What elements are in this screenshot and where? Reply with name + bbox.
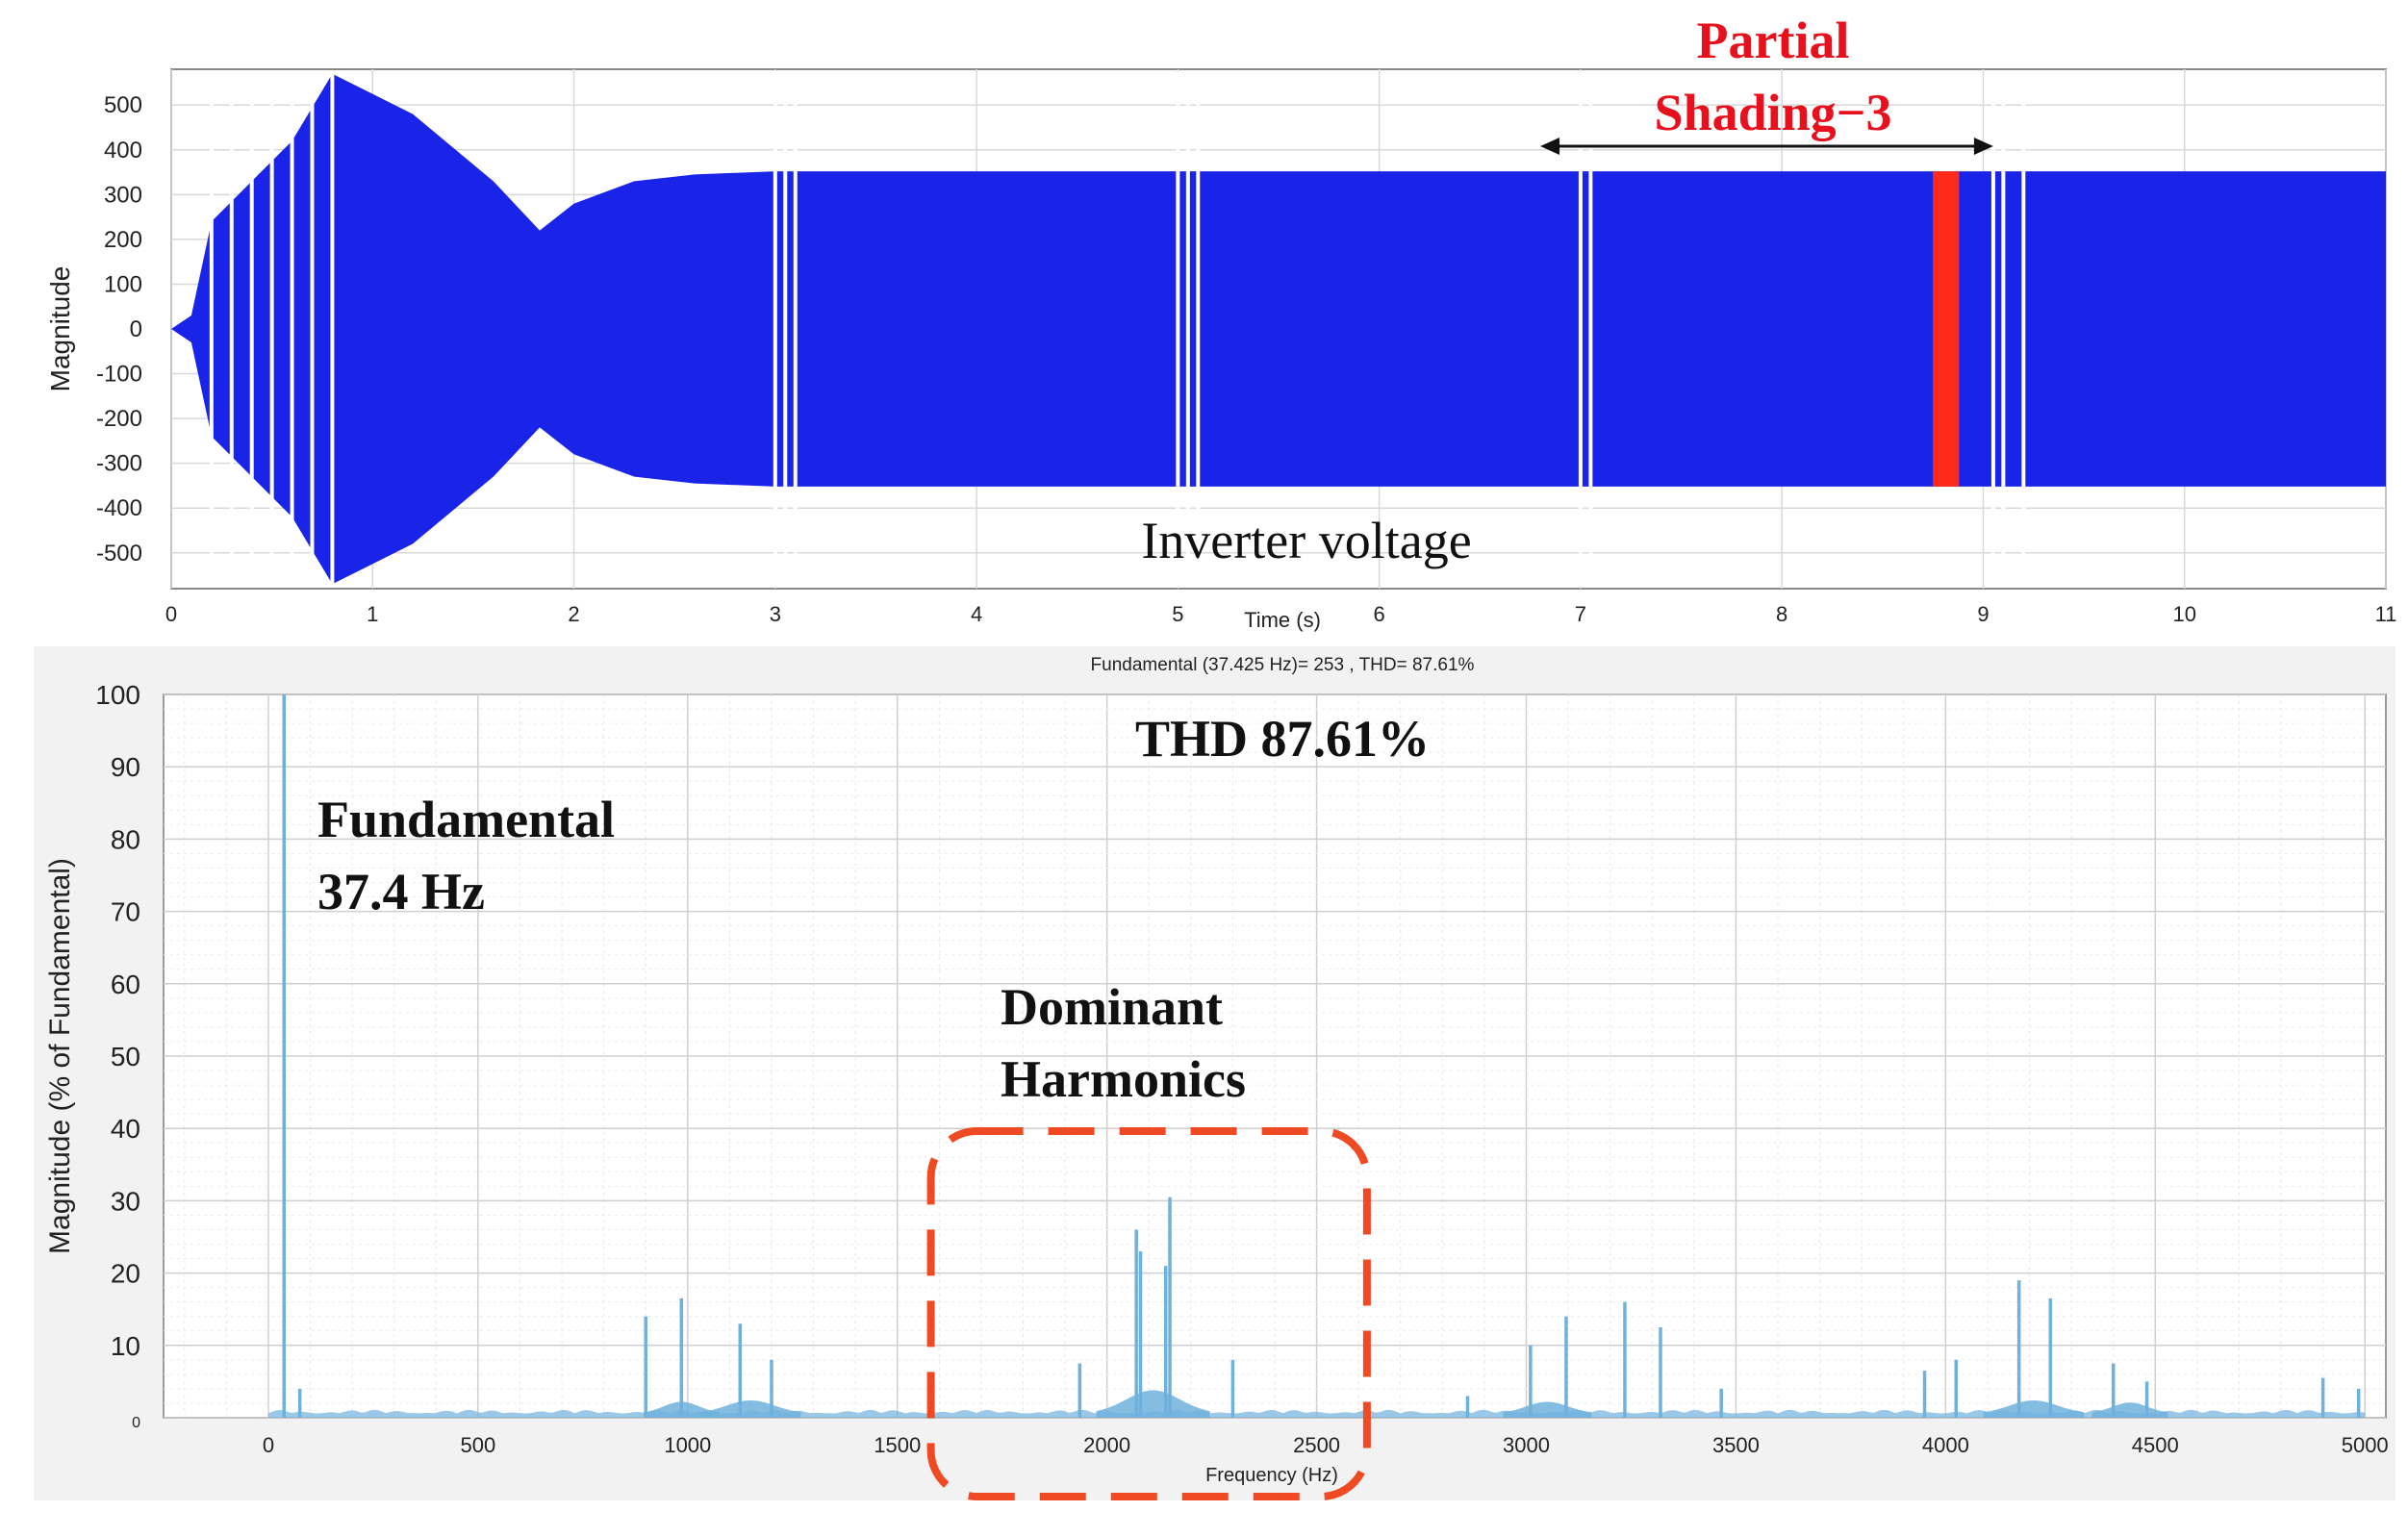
voltage-x-tick-label: 5 [1172, 602, 1183, 626]
spectrum-x-tick-label: 4500 [2132, 1433, 2179, 1457]
spectrum-chart: Fundamental (37.425 Hz)= 253 , THD= 87.6… [34, 646, 2395, 1500]
voltage-x-tick-label: 8 [1776, 602, 1787, 626]
voltage-x-tick-label: 4 [971, 602, 982, 626]
voltage-y-ticks: 500 400 300 200 100 0 -100 -200 -300 -400 -500 [96, 92, 142, 567]
voltage-y-tick-label: 300 [104, 182, 142, 208]
spectrum-grid [164, 693, 2386, 1419]
voltage-y-tick-label: 400 [104, 138, 142, 164]
shading-band-rect [1933, 171, 1960, 487]
voltage-y-axis-label: Magnitude [45, 266, 75, 392]
dominant-harmonics-label-line2: Harmonics [1001, 1050, 1246, 1108]
voltage-y-tick-label: 200 [104, 227, 142, 253]
inverter-voltage-label: Inverter voltage [1141, 512, 1471, 569]
spectrum-cluster-hump [1983, 1400, 2085, 1418]
spectrum-y-tick-label: 60 [111, 970, 140, 999]
spectrum-harmonic-bars [282, 694, 2361, 1418]
voltage-y-tick-label: -400 [96, 495, 142, 521]
voltage-chart: 500 400 300 200 100 0 -100 -200 -300 -400 -500 0 1 2… [45, 12, 2396, 632]
spectrum-x-tick-label: 3500 [1712, 1433, 1760, 1457]
spectrum-x-tick-label: 2500 [1293, 1433, 1340, 1457]
voltage-x-tick-label: 9 [1977, 602, 1989, 626]
fundamental-label-line1: Fundamental [317, 791, 615, 848]
thd-label: THD 87.61% [1135, 710, 1430, 768]
voltage-x-tick-label: 3 [770, 602, 781, 626]
voltage-x-tick-label: 2 [568, 602, 579, 626]
spectrum-cluster-hump [699, 1400, 801, 1418]
spectrum-x-tick-label: 0 [263, 1433, 274, 1457]
partial-shading-label-line1: Partial [1697, 12, 1850, 69]
spectrum-y-tick-label: 20 [111, 1259, 140, 1289]
voltage-y-tick-label: -100 [96, 362, 142, 388]
partial-shading-label-line2: Shading−3 [1655, 84, 1892, 141]
spectrum-x-tick-label: 3000 [1503, 1433, 1550, 1457]
spectrum-x-tick-label: 2000 [1083, 1433, 1130, 1457]
spectrum-x-tick-label: 5000 [2342, 1433, 2389, 1457]
voltage-x-tick-label: 1 [367, 602, 378, 626]
voltage-x-tick-label: 7 [1575, 602, 1586, 626]
fundamental-label-line2: 37.4 Hz [317, 863, 485, 920]
partial-shading-span-arrow [1540, 138, 1993, 155]
spectrum-y-tick-label: 70 [111, 897, 140, 927]
spectrum-y-tick-label: 30 [111, 1186, 140, 1216]
spectrum-y-tick-label: 80 [111, 824, 140, 854]
partial-shading-band [1933, 171, 1960, 487]
spectrum-y-tick-label: 100 [95, 680, 140, 710]
voltage-y-tick-label: -500 [96, 541, 142, 567]
spectrum-x-tick-label: 1000 [664, 1433, 711, 1457]
voltage-x-tick-label: 11 [2375, 602, 2397, 626]
spectrum-y-tick-label: 50 [111, 1042, 140, 1071]
spectrum-y-axis-label: Magnitude (% of Fundamental) [44, 858, 76, 1254]
voltage-x-tick-label: 6 [1374, 602, 1385, 626]
dominant-harmonics-box [926, 1127, 1371, 1500]
shading-arrow-head-right [1973, 138, 1993, 155]
spectrum-y-tick-label: 0 [132, 1415, 140, 1431]
voltage-y-tick-label: 100 [104, 271, 142, 297]
voltage-y-tick-label: 500 [104, 92, 142, 118]
spectrum-x-axis-label: Frequency (Hz) [1205, 1465, 1338, 1486]
voltage-y-tick-label: -200 [96, 406, 142, 432]
spectrum-cluster-hump [2091, 1402, 2168, 1418]
spectrum-y-tick-label: 10 [111, 1331, 140, 1361]
voltage-x-tick-label: 0 [165, 602, 177, 626]
shading-arrow-head-left [1540, 138, 1560, 155]
spectrum-cluster-hump [1503, 1401, 1592, 1418]
voltage-envelope [171, 73, 2386, 585]
voltage-x-tick-label: 10 [2172, 602, 2195, 626]
dominant-box-rect [926, 1127, 1371, 1500]
spectrum-x-tick-label: 4000 [1922, 1433, 1969, 1457]
spectrum-y-tick-label: 90 [111, 752, 140, 782]
spectrum-x-tick-label: 1500 [874, 1433, 921, 1457]
spectrum-cluster-hump [1096, 1390, 1210, 1418]
spectrum-x-tick-label: 500 [461, 1433, 496, 1457]
spectrum-y-tick-label: 40 [111, 1114, 140, 1144]
spectrum-x-ticks: 0 500 1000 1500 2000 2500 3000 3500 4000 4500 5000 [263, 1433, 2389, 1457]
voltage-x-ticks: 0 1 2 3 4 5 6 7 8 9 10 11 [165, 602, 2397, 626]
dominant-harmonics-label-line1: Dominant [1001, 978, 1223, 1036]
voltage-y-tick-label: -300 [96, 451, 142, 477]
spectrum-title: Fundamental (37.425 Hz)= 253 , THD= 87.6… [1091, 655, 1475, 675]
voltage-y-tick-label: 0 [130, 316, 142, 342]
voltage-x-axis-label: Time (s) [1244, 608, 1321, 632]
voltage-waveform [171, 71, 2386, 587]
